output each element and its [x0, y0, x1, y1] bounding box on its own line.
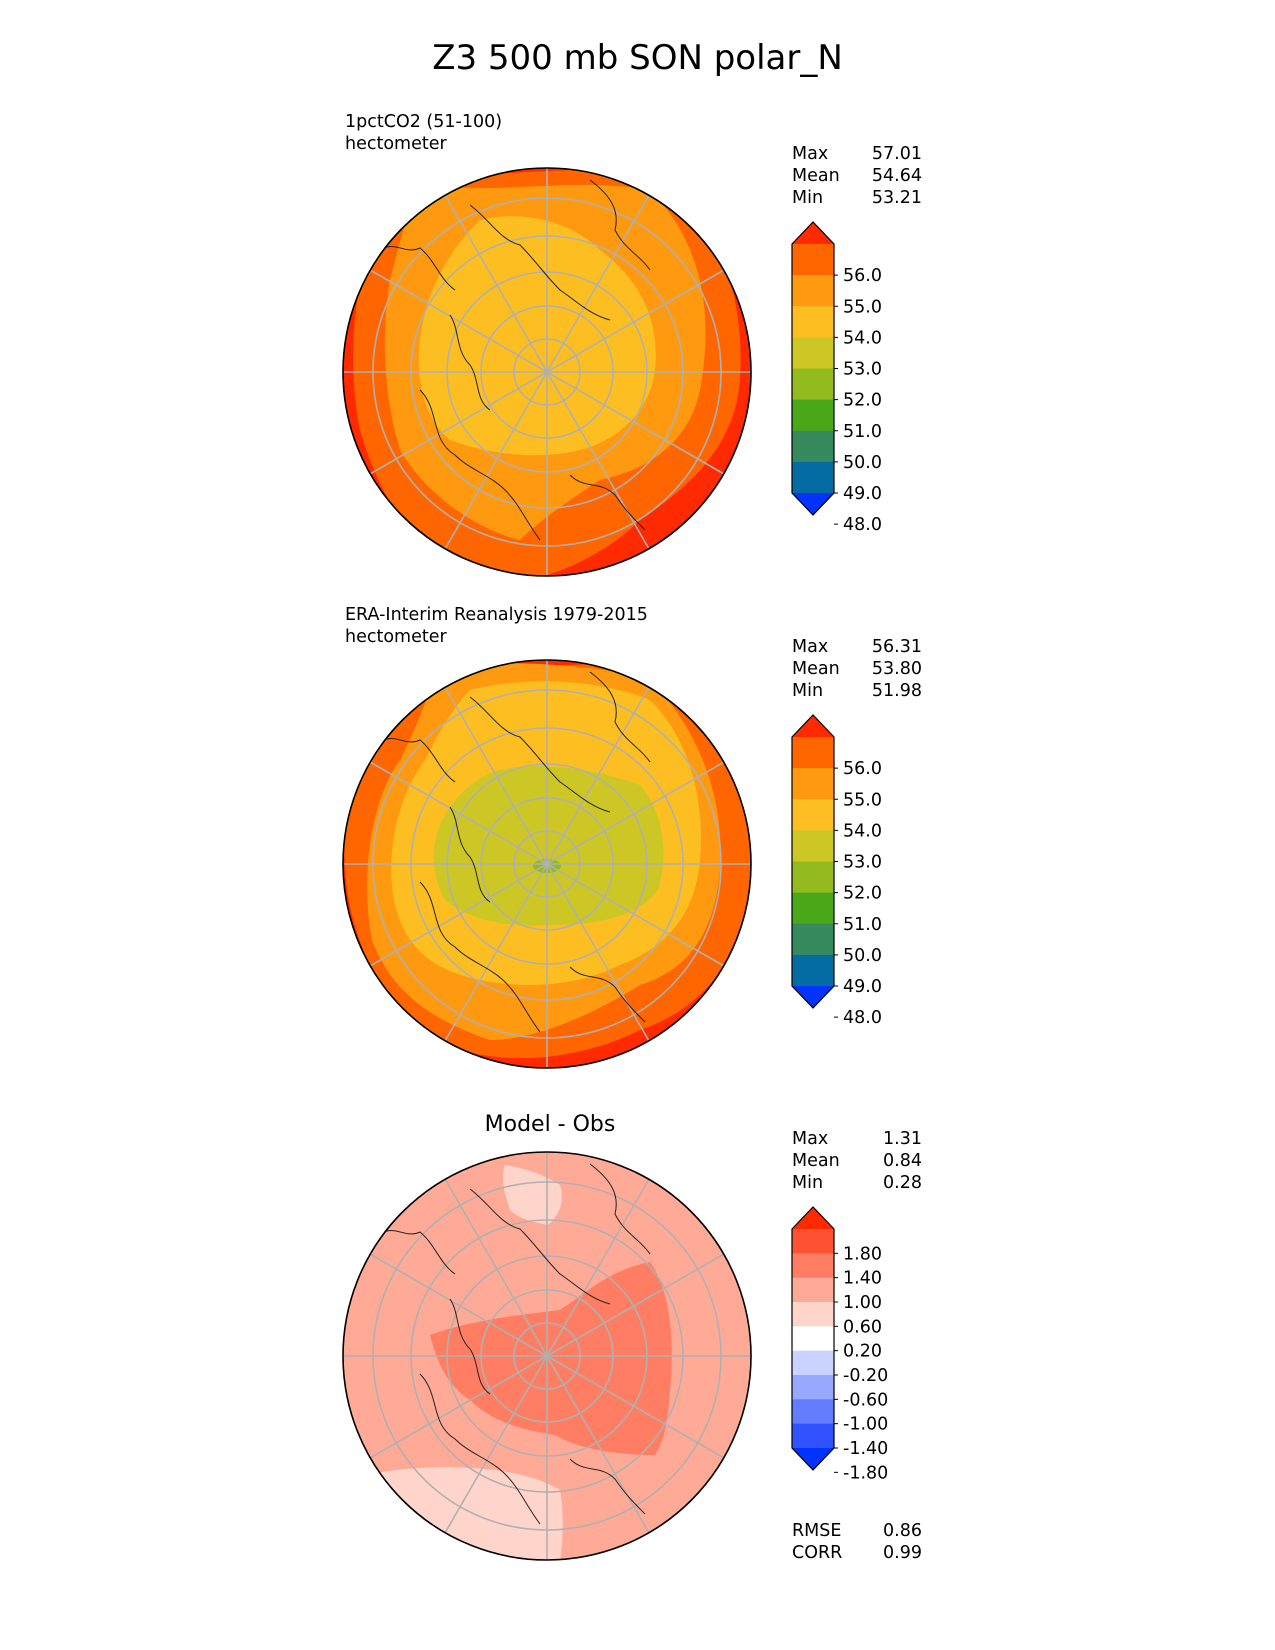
colorbar-tick-label: 55.0: [843, 790, 882, 810]
colorbar-tick-label: 54.0: [843, 821, 882, 841]
colorbar-tick-label: -0.20: [843, 1366, 888, 1386]
band-53: [418, 216, 656, 456]
colorbar-tick-label: -1.80: [843, 1463, 888, 1483]
colorbar-extend-min: [792, 493, 834, 515]
stat-mean: Mean 54.64: [792, 166, 922, 186]
colorbar-segment: [792, 1375, 834, 1400]
colorbar-tick-label: 56.0: [843, 759, 882, 779]
panel1-coastlines: [379, 179, 651, 541]
colorbar-segment: [792, 954, 834, 987]
panel2-stats: Max 56.31 Mean 53.80 Min 51.98: [792, 636, 922, 702]
stat-min: Min 53.21: [792, 188, 922, 208]
stat-mean: Mean 53.80: [792, 659, 922, 679]
panel1-units: hectometer: [345, 134, 447, 154]
panel2-title: ERA-Interim Reanalysis 1979-2015: [345, 605, 648, 625]
panel1-stats: Max 57.01 Mean 54.64 Min 53.21: [792, 143, 922, 209]
colorbar-segment: [792, 337, 834, 369]
panel3-graticule: [343, 1152, 751, 1560]
stat-max: Max 56.31: [792, 637, 922, 657]
colorbar-tick-label: 52.0: [843, 391, 882, 411]
colorbar-segment: [792, 368, 834, 401]
colorbar-tick-label: 52.0: [843, 884, 882, 904]
colorbar-segment: [792, 1350, 834, 1376]
colorbar-tick-label: 48.0: [843, 515, 882, 535]
figure-title: Z3 500 mb SON polar_N: [432, 38, 843, 78]
panel3-coastlines: [379, 1163, 651, 1525]
colorbar-segment: [792, 244, 834, 276]
colorbar-tick-label: -0.60: [843, 1390, 888, 1410]
band-52: [433, 765, 664, 926]
colorbar-tick-label: 0.20: [843, 1342, 882, 1362]
colorbar-segment: [792, 923, 834, 956]
metric-rmse: RMSE 0.86: [792, 1521, 922, 1541]
panel2-graticule: [343, 660, 751, 1068]
colorbar-segment: [792, 861, 834, 894]
panel3-map-border: [342, 1151, 752, 1561]
panel2-caption: ERA-Interim Reanalysis 1979-2015 hectome…: [345, 604, 648, 648]
colorbar-tick-label: 50.0: [843, 946, 882, 966]
stat-min: Min 51.98: [792, 681, 922, 701]
colorbar-segment: [792, 1302, 834, 1327]
colorbar-tick-label: 53.0: [843, 853, 882, 873]
colorbar-tick-label: 1.80: [843, 1244, 882, 1264]
colorbar-segment: [792, 1229, 834, 1254]
panel3-title: Model - Obs: [484, 1112, 616, 1137]
colorbar-segment: [792, 430, 834, 463]
panel1-caption: 1pctCO2 (51-100) hectometer: [345, 111, 502, 155]
colorbar-tick-label: 50.0: [843, 453, 882, 473]
colorbar-segment: [792, 1423, 834, 1449]
colorbar-segment: [792, 737, 834, 769]
stat-min: Min 0.28: [792, 1173, 922, 1193]
colorbar-segment: [792, 892, 834, 925]
colorbar-tick-label: 53.0: [843, 360, 882, 380]
colorbar-tick-label: 48.0: [843, 1008, 882, 1028]
colorbar-extend-min: [792, 986, 834, 1008]
colorbar-tick-label: 1.00: [843, 1293, 882, 1313]
colorbar-extend-max: [792, 222, 834, 244]
colorbar-tick-label: -1.00: [843, 1415, 888, 1435]
panel2-units: hectometer: [345, 627, 447, 647]
colorbar-segment: [792, 275, 834, 307]
colorbar-tick-label: 0.60: [843, 1317, 882, 1337]
colorbar-extend-min: [792, 1448, 834, 1470]
colorbar-segment: [792, 399, 834, 432]
colorbar-tick-label: 1.40: [843, 1269, 882, 1289]
colorbar-segment: [792, 1326, 834, 1352]
metric-corr: CORR 0.99: [792, 1543, 922, 1563]
colorbar-segment: [792, 1277, 834, 1303]
panel2-map-border: [342, 659, 752, 1069]
colorbar-tick-label: 51.0: [843, 915, 882, 935]
colorbar-segment: [792, 306, 834, 338]
colorbar-tick-label: 55.0: [843, 297, 882, 317]
stat-mean: Mean 0.84: [792, 1151, 922, 1171]
colorbar-segment: [792, 768, 834, 800]
stat-max: Max 57.01: [792, 144, 922, 164]
stat-max: Max 1.31: [792, 1129, 922, 1149]
panel3-metrics: RMSE 0.86 CORR 0.99: [792, 1520, 922, 1564]
colorbar-extend-max: [792, 715, 834, 737]
colorbar-segment: [792, 461, 834, 494]
colorbar-extend-max: [792, 1207, 834, 1229]
colorbar-tick-label: 49.0: [843, 484, 882, 504]
colorbar-segment: [792, 830, 834, 862]
panel1-graticule: [343, 168, 751, 576]
panel2-coastlines: [379, 671, 651, 1033]
colorbar-segment: [792, 799, 834, 831]
panel1-map-border: [342, 167, 752, 577]
colorbar-segment: [792, 1253, 834, 1279]
colorbar-tick-label: 56.0: [843, 266, 882, 286]
colorbar-tick-label: -1.40: [843, 1439, 888, 1459]
panel3-stats: Max 1.31 Mean 0.84 Min 0.28: [792, 1128, 922, 1194]
colorbar-segment: [792, 1399, 834, 1425]
panel1-title: 1pctCO2 (51-100): [345, 112, 503, 132]
colorbar-tick-label: 51.0: [843, 422, 882, 442]
colorbar-tick-label: 49.0: [843, 977, 882, 997]
colorbar-tick-label: 54.0: [843, 328, 882, 348]
